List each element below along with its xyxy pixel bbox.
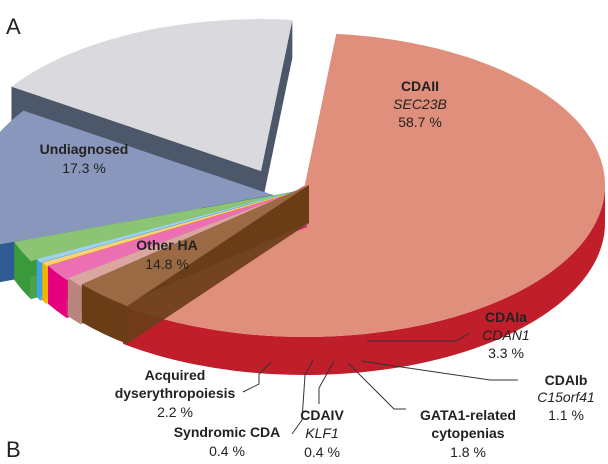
cdaii-name: CDAII [401,78,439,94]
cdaib-name: CDAIb [545,372,588,388]
cdaib-pct: 1.1 % [548,407,584,423]
leader-cdaib [360,360,518,381]
slice-wall-cdaia [81,284,128,344]
label-cdaiv: CDAIV KLF1 0.4 % [300,407,344,460]
label-other-ha: Other HA 14.8 % [136,237,197,272]
cdaiv-gene: KLF1 [305,425,338,441]
label-acquired: Acquired dyserythropoiesis 2.2 % [115,367,236,420]
cdaii-pct: 58.7 % [398,114,442,130]
leader-cdaiv [318,360,335,404]
label-cdaia: CDAIa CDAN1 3.3 % [482,309,529,361]
slice-side-cdaia-0 [127,185,310,344]
slice-wall-syndromic [36,259,41,301]
gata1-name-line2: cytopenias [431,425,504,441]
cdaia-pct: 3.3 % [488,345,524,361]
acquired-pct: 2.2 % [157,404,193,420]
label-gata1: GATA1-related cytopenias 1.8 % [420,407,516,460]
acquired-name-line1: Acquired [145,367,206,383]
slice-wall-gata1 [48,265,67,319]
label-cdaib: CDAIb C15orf41 1.1 % [537,372,595,423]
syndromic-pct: 0.4 % [209,443,245,459]
slice-top-other_ha [0,110,273,245]
slice-wall-acquired [14,241,31,300]
syndromic-name: Syndromic CDA [174,424,281,440]
gata1-name-line1: GATA1-related [420,407,516,423]
slice-top-gata1 [48,189,307,281]
leader-lines [242,332,518,435]
slice-cdaia [81,185,310,344]
other-ha-pct: 14.8 % [145,256,189,272]
acquired-name-line2: dyserythropoiesis [115,385,236,401]
leader-gata1 [347,362,406,410]
panel-label-b: B [6,437,21,462]
leader-syndromic [291,359,314,435]
cdaib-gene: C15orf41 [537,389,595,405]
gata1-pct: 1.8 % [450,444,486,460]
label-cdaii: CDAII SEC23B 58.7 % [393,78,447,130]
pie-slices [0,18,606,375]
other-ha-name: Other HA [136,237,197,253]
slice-top-cdaiv [42,189,306,266]
cdaiv-pct: 0.4 % [304,444,340,460]
cdaia-gene: CDAN1 [482,327,529,343]
cdaia-name: CDAIa [485,309,527,325]
panel-label-a: A [6,14,21,39]
slice-top-undiag [11,18,293,171]
slice-wall-cdaib [67,278,81,325]
slice-top-acquired [14,191,298,262]
cdaiv-name: CDAIV [300,407,344,423]
label-undiagnosed: Undiagnosed 17.3 % [40,141,129,176]
slice-top-cdaia [81,185,309,306]
label-syndromic: Syndromic CDA 0.4 % [174,424,281,459]
cdaii-gene: SEC23B [393,96,447,112]
leader-acquired [242,361,272,393]
undiag-name: Undiagnosed [40,141,129,157]
leader-cdaia [367,332,471,342]
slice-wall-cdaiv [42,262,47,304]
undiag-pct: 17.3 % [62,160,106,176]
slice-wall-cdaii [123,185,606,375]
slice-top-syndromic [36,189,303,263]
slice-side-undiag-1 [261,19,293,209]
